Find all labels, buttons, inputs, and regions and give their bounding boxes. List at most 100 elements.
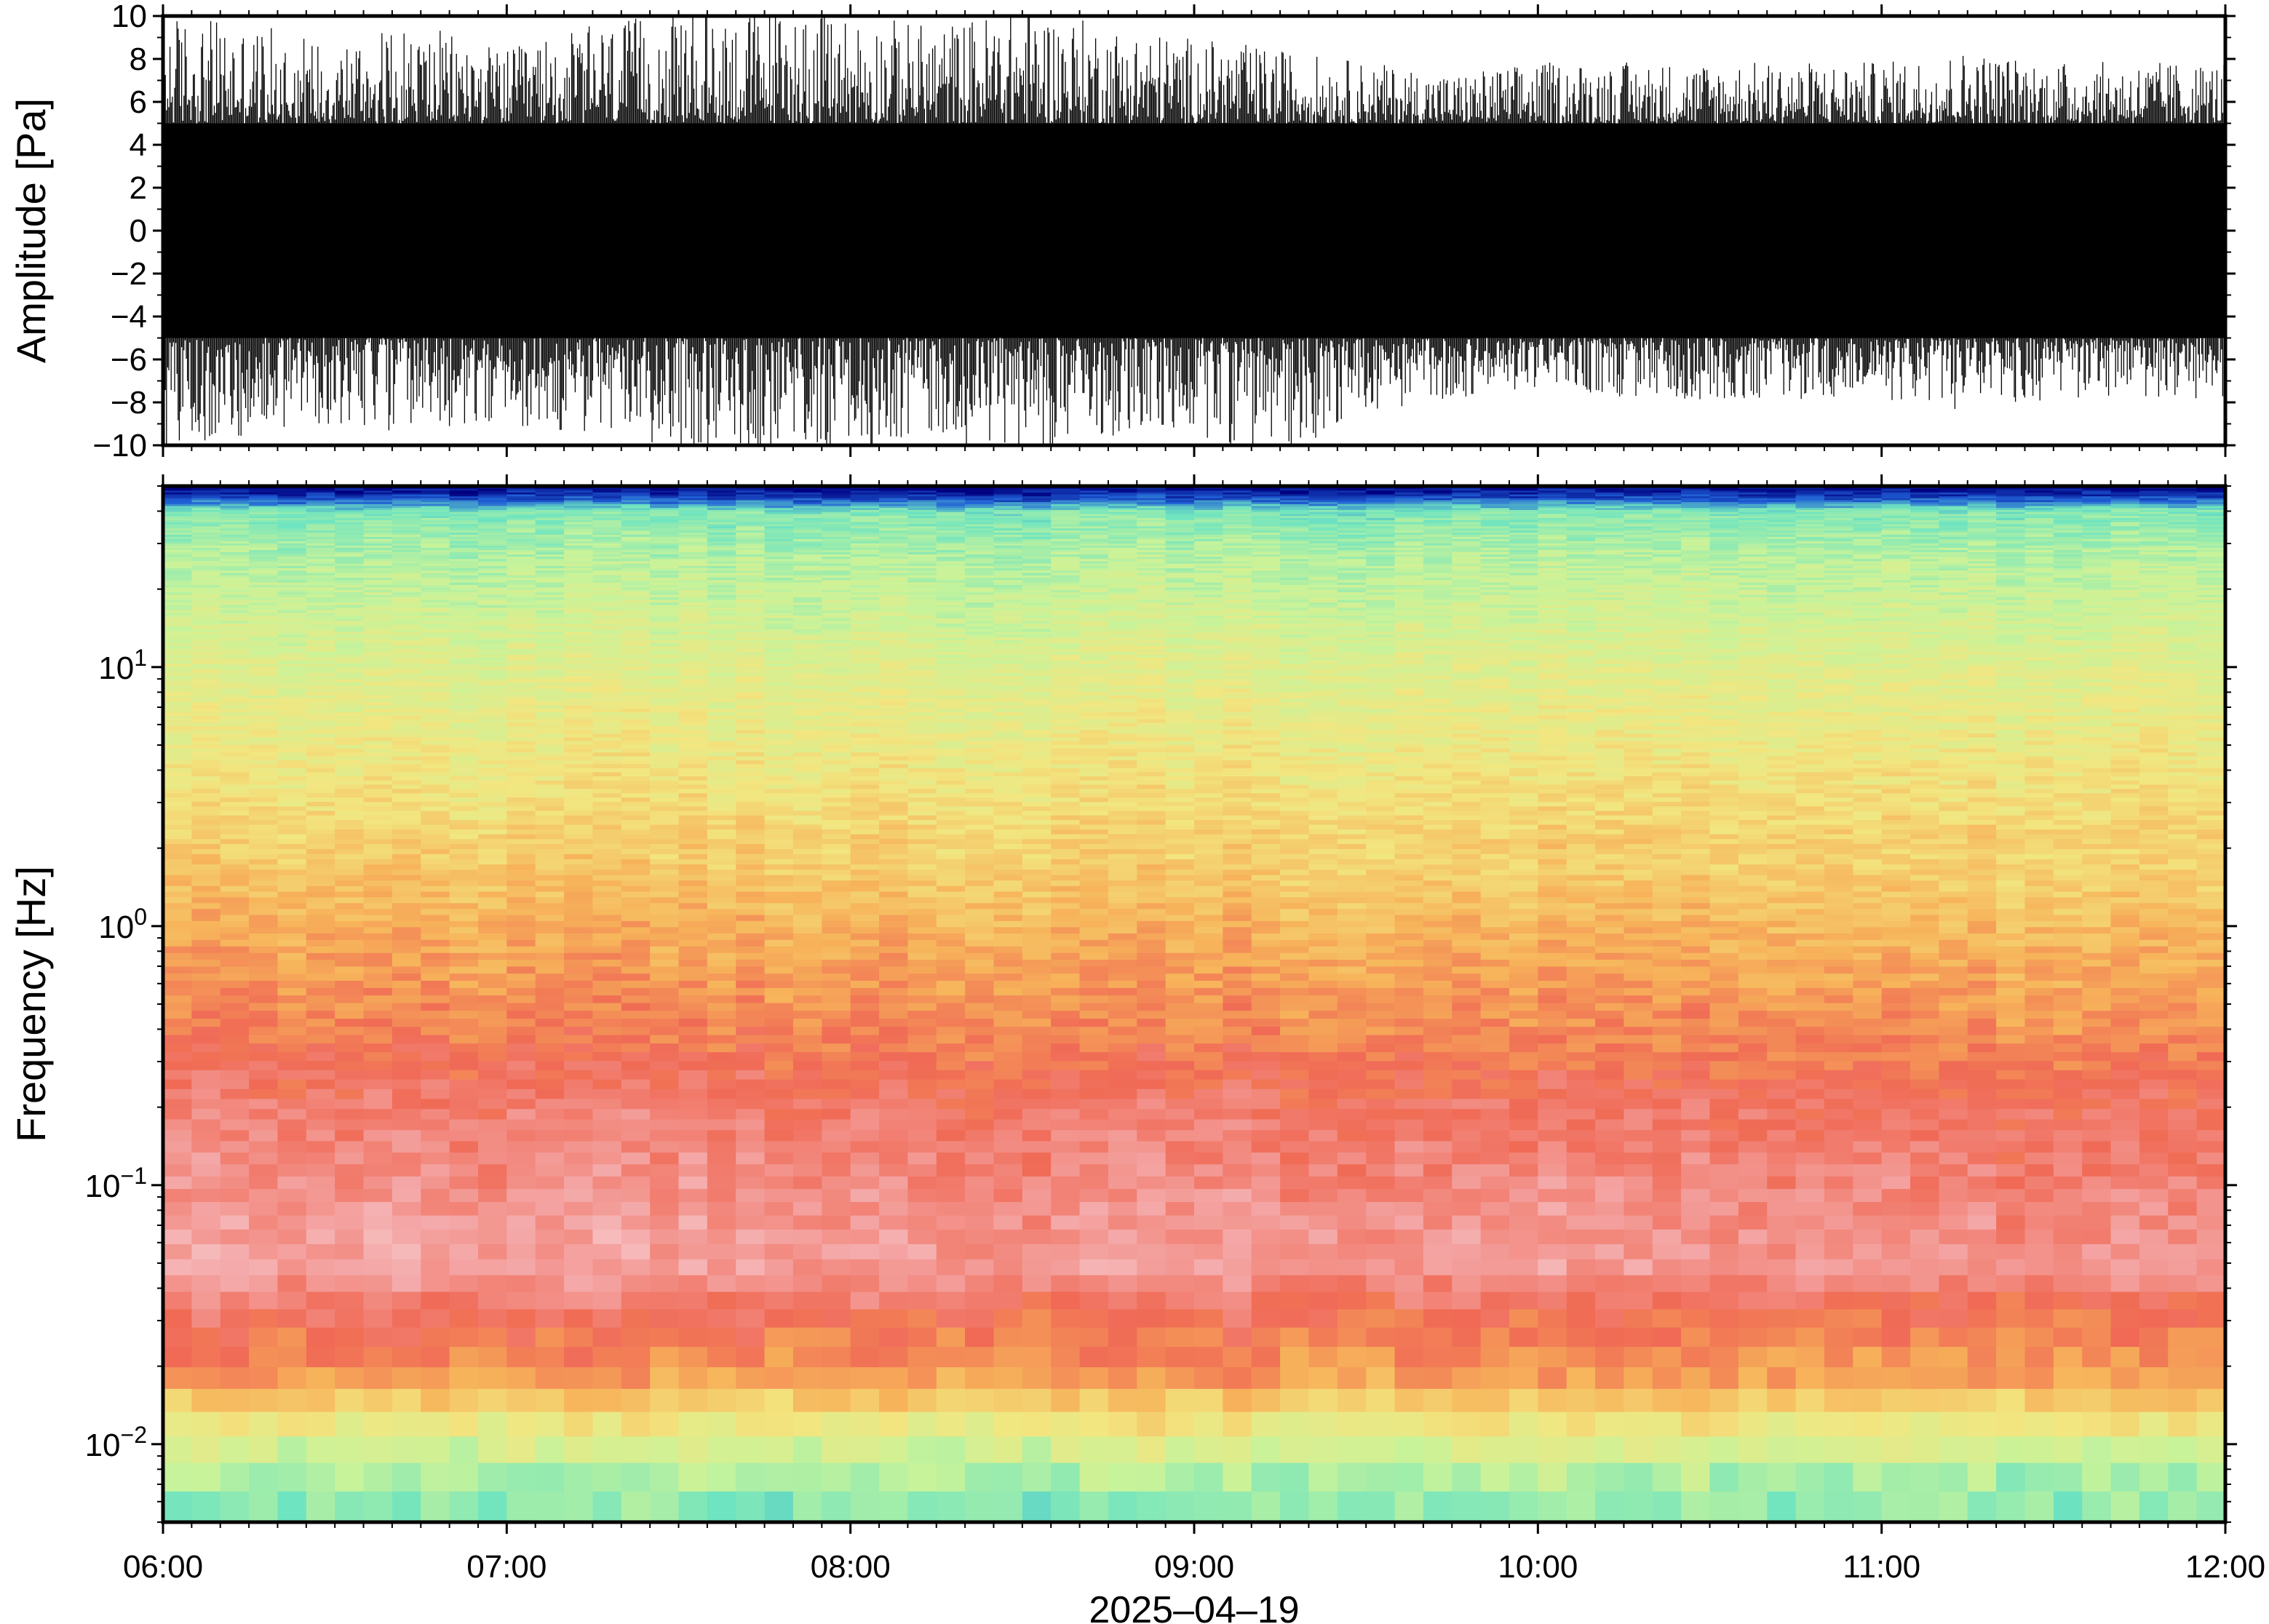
spectrogram-cell bbox=[707, 626, 736, 629]
spectrogram-cell bbox=[535, 554, 565, 557]
spectrogram-cell bbox=[306, 691, 335, 696]
spectrogram-cell bbox=[678, 908, 708, 915]
spectrogram-cell bbox=[879, 792, 908, 798]
spectrogram-cell bbox=[220, 744, 250, 749]
spectrogram-cell bbox=[306, 755, 335, 760]
spectrogram-cell bbox=[764, 1098, 794, 1110]
spectrogram-cell bbox=[249, 736, 279, 741]
spectrogram-cell bbox=[220, 1229, 250, 1244]
spectrogram-cell bbox=[792, 547, 822, 550]
spectrogram-cell bbox=[792, 801, 822, 807]
spectrogram-cell bbox=[736, 651, 766, 655]
spectrogram-cell bbox=[707, 1411, 736, 1437]
spectrogram-cell bbox=[191, 509, 221, 512]
spectrogram-cell bbox=[506, 908, 536, 915]
spectrogram-cell bbox=[650, 801, 680, 807]
spectrogram-cell bbox=[650, 1163, 680, 1177]
spectrogram-cell bbox=[306, 1201, 335, 1216]
spectrogram-cell bbox=[363, 859, 393, 865]
spectrogram-cell bbox=[822, 1388, 851, 1412]
spectrogram-cell bbox=[392, 642, 421, 646]
spectrogram-cell bbox=[621, 1491, 651, 1522]
spectrogram-cell bbox=[163, 771, 192, 777]
spectrogram-cell bbox=[335, 549, 365, 552]
spectrogram-cell bbox=[792, 780, 822, 785]
spectrogram-cell bbox=[392, 620, 421, 624]
spectrogram-cell bbox=[621, 545, 651, 548]
spectrogram-cell bbox=[249, 691, 279, 696]
spectrogram-cell bbox=[822, 1043, 851, 1053]
spectrogram-cell bbox=[277, 824, 307, 830]
spectrogram-cell bbox=[449, 1010, 479, 1019]
spectrogram-cell bbox=[564, 792, 594, 798]
spectrogram-cell bbox=[363, 755, 393, 760]
spectrogram-cell bbox=[163, 534, 192, 537]
spectrogram-cell bbox=[335, 722, 365, 727]
spectrogram-cell bbox=[506, 1010, 536, 1019]
spectrogram-cell bbox=[621, 701, 651, 706]
spectrogram-cell bbox=[764, 880, 794, 886]
spectrogram-cell bbox=[506, 1275, 536, 1292]
spectrogram-cell bbox=[363, 523, 393, 527]
spectrogram-cell bbox=[736, 1010, 766, 1019]
spectrogram-cell bbox=[592, 715, 622, 720]
spectrogram-cell bbox=[650, 896, 680, 904]
spectrogram-cell bbox=[535, 682, 565, 686]
spectrogram-cell bbox=[850, 522, 880, 525]
spectrogram-cell bbox=[477, 490, 507, 493]
spectrogram-cell bbox=[306, 864, 335, 870]
spectrogram-cell bbox=[792, 1243, 822, 1259]
spectrogram-cell bbox=[621, 869, 651, 875]
spectrogram-cell bbox=[335, 495, 365, 498]
spectrogram-cell bbox=[564, 1010, 594, 1019]
spectrogram-cell bbox=[535, 1201, 565, 1216]
spectrogram-cell bbox=[822, 1176, 851, 1190]
spectrogram-cell bbox=[335, 547, 365, 550]
spectrogram-cell bbox=[621, 523, 651, 527]
spectrogram-cell bbox=[277, 771, 307, 777]
spectrogram-cell bbox=[449, 584, 479, 588]
spectrogram-cell bbox=[392, 589, 421, 593]
spectrogram-cell bbox=[736, 740, 766, 745]
spectrogram-cell bbox=[678, 691, 708, 696]
spectrogram-cell bbox=[592, 523, 622, 527]
spectrogram-cell bbox=[535, 522, 565, 525]
spectrogram-cell bbox=[822, 1346, 851, 1368]
spectrogram-cell bbox=[421, 1140, 450, 1153]
spectrogram-cell bbox=[163, 752, 192, 757]
spectrogram-cell bbox=[306, 620, 335, 624]
spectrogram-cell bbox=[822, 547, 851, 550]
spectrogram-cell bbox=[249, 748, 279, 753]
spectrogram-cell bbox=[392, 838, 421, 845]
spectrogram-cell bbox=[650, 541, 680, 544]
spectrogram-cell bbox=[535, 503, 565, 506]
spectrogram-cell bbox=[392, 752, 421, 757]
spectrogram-cell bbox=[477, 651, 507, 655]
spectrogram-cell bbox=[506, 752, 536, 757]
spectrogram-cell bbox=[764, 1002, 794, 1011]
spectrogram-cell bbox=[764, 541, 794, 544]
spectrogram-cell bbox=[764, 1026, 794, 1035]
spectrogram-cell bbox=[477, 1215, 507, 1230]
spectrogram-cell bbox=[249, 498, 279, 501]
spectrogram-cell bbox=[879, 589, 908, 593]
spectrogram-cell bbox=[822, 843, 851, 849]
spectrogram-cell bbox=[191, 582, 221, 585]
spectrogram-cell bbox=[564, 512, 594, 514]
spectrogram-cell bbox=[421, 896, 450, 904]
spectrogram-cell bbox=[678, 628, 708, 632]
spectrogram-cell bbox=[822, 660, 851, 664]
spectrogram-cell bbox=[707, 493, 736, 497]
spectrogram-cell bbox=[879, 718, 908, 723]
spectrogram-cell bbox=[707, 1108, 736, 1120]
spectrogram-cell bbox=[392, 1275, 421, 1292]
spectrogram-cell bbox=[191, 620, 221, 624]
spectrogram-cell bbox=[477, 532, 507, 535]
spectrogram-cell bbox=[277, 579, 307, 583]
spectrogram-cell bbox=[477, 1079, 507, 1089]
spectrogram-cell bbox=[822, 602, 851, 605]
spectrogram-cell bbox=[764, 495, 794, 498]
spectrogram-cell bbox=[277, 920, 307, 928]
spectrogram-cell bbox=[392, 788, 421, 794]
spectrogram-cell bbox=[678, 1026, 708, 1035]
